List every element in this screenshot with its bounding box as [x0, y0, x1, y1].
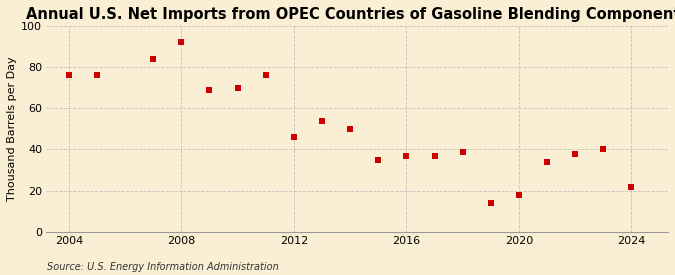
Point — [35, 127, 46, 131]
Point — [570, 152, 580, 156]
Point — [429, 153, 440, 158]
Point — [63, 73, 74, 78]
Point — [317, 119, 327, 123]
Point — [288, 135, 299, 139]
Point — [457, 149, 468, 154]
Point — [148, 57, 159, 61]
Point — [232, 86, 243, 90]
Title: Annual U.S. Net Imports from OPEC Countries of Gasoline Blending Components: Annual U.S. Net Imports from OPEC Countr… — [26, 7, 675, 22]
Point — [514, 192, 524, 197]
Point — [176, 40, 187, 45]
Point — [373, 158, 383, 162]
Y-axis label: Thousand Barrels per Day: Thousand Barrels per Day — [7, 57, 17, 201]
Point — [204, 87, 215, 92]
Point — [598, 147, 609, 152]
Point — [345, 127, 356, 131]
Point — [485, 201, 496, 205]
Point — [626, 184, 637, 189]
Text: Source: U.S. Energy Information Administration: Source: U.S. Energy Information Administ… — [47, 262, 279, 272]
Point — [401, 153, 412, 158]
Point — [541, 160, 552, 164]
Point — [261, 73, 271, 78]
Point — [92, 73, 103, 78]
